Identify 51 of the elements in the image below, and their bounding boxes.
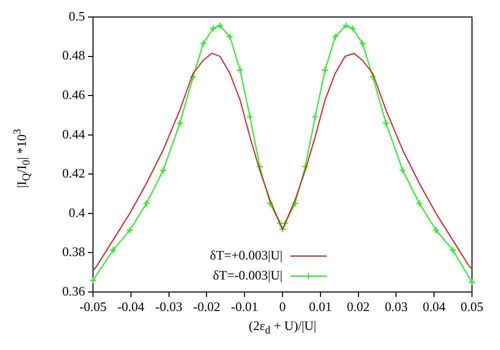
point (246, 113, 254, 120)
point (282, 220, 289, 227)
legend-label: δT=+0.003|U| (210, 247, 282, 262)
y-tick-label: 0.48 (62, 48, 85, 63)
point (449, 246, 456, 254)
x-tick-label: -0.02 (193, 299, 220, 314)
point (142, 200, 150, 207)
point (369, 73, 376, 80)
point (332, 33, 339, 40)
x-tick-label: -0.04 (117, 299, 145, 314)
x-tick-label: 0.03 (384, 299, 408, 314)
point (432, 226, 440, 234)
point (399, 166, 406, 174)
point (302, 163, 309, 170)
x-tick-label: 0.02 (346, 299, 370, 314)
point (256, 163, 264, 170)
point (190, 73, 197, 80)
x-tick-label: 0.01 (309, 299, 332, 314)
y-tick-label: 0.36 (62, 283, 86, 298)
point (416, 200, 423, 207)
x-tick-label: 0.04 (422, 299, 446, 314)
point (266, 200, 274, 207)
point (200, 40, 207, 47)
x-tick-label: 0.05 (460, 299, 484, 314)
point (126, 226, 134, 234)
x-tick-label: 0 (279, 299, 286, 314)
point (321, 66, 328, 74)
point (349, 24, 356, 32)
point (210, 24, 217, 32)
point (236, 66, 244, 74)
point (292, 200, 299, 207)
x-axis-title: (2ε$_{d}$ + U)/|U| (248, 318, 318, 337)
x-tick-label: -0.01 (231, 299, 258, 314)
x-tick-label: -0.03 (155, 299, 182, 314)
y-tick-label: 0.46 (62, 86, 86, 102)
point (342, 22, 350, 30)
point (382, 120, 390, 127)
y-tick-label: 0.4 (68, 204, 86, 220)
point (110, 246, 117, 254)
point (216, 22, 224, 30)
point (160, 166, 167, 174)
y-tick-label: 0.44 (62, 126, 86, 142)
point (176, 120, 184, 127)
point (226, 33, 234, 40)
legend-label: δT=-0.003|U| (212, 267, 282, 282)
point (312, 113, 319, 120)
x-tick-label: -0.05 (79, 299, 107, 314)
y-tick-label: 0.42 (62, 166, 85, 181)
point (358, 40, 366, 47)
y-tick-label: 0.38 (62, 244, 85, 260)
y-tick-label: 0.5 (68, 8, 85, 24)
